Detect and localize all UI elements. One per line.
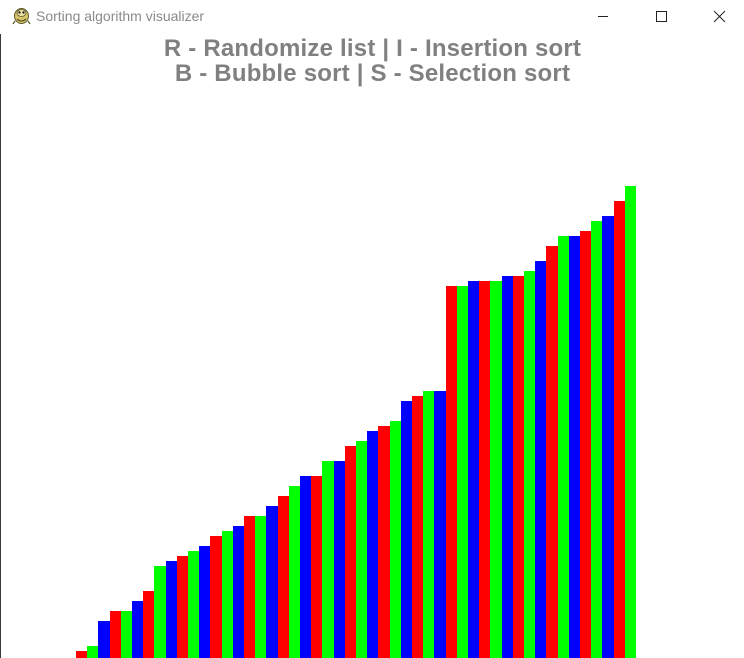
instructions-line-2: B - Bubble sort | S - Selection sort [174, 60, 571, 87]
bar-29 [401, 401, 412, 658]
bar-8 [166, 561, 177, 658]
bar-16 [255, 516, 266, 658]
bar-46 [591, 221, 602, 658]
bar-6 [143, 591, 154, 658]
bar-37 [490, 281, 502, 658]
bar-27 [378, 426, 390, 658]
bar-34 [457, 286, 468, 658]
minimize-icon [598, 16, 608, 17]
window-border [0, 0, 1, 658]
bar-14 [233, 526, 244, 658]
bar-3 [110, 611, 121, 658]
bar-19 [289, 486, 300, 658]
title-bar[interactable]: Sorting algorithm visualizer [0, 0, 744, 34]
bar-24 [345, 446, 356, 658]
bar-26 [367, 431, 378, 658]
bar-38 [502, 276, 513, 658]
bar-25 [356, 441, 367, 658]
bar-20 [300, 476, 311, 658]
bar-33 [446, 286, 457, 658]
bar-0 [76, 651, 87, 658]
bar-17 [266, 506, 278, 658]
maximize-icon [656, 11, 667, 22]
bar-10 [188, 551, 199, 658]
bar-18 [278, 496, 289, 658]
bar-28 [390, 421, 401, 658]
bar-1 [87, 646, 98, 658]
bar-35 [468, 281, 479, 658]
window-title: Sorting algorithm visualizer [36, 8, 205, 24]
minimize-button[interactable] [580, 0, 626, 32]
maximize-button[interactable] [638, 0, 684, 32]
bar-15 [244, 516, 255, 658]
bar-47 [602, 216, 614, 658]
instructions-line-1: R - Randomize list | I - Insertion sort [163, 35, 582, 62]
bar-48 [614, 201, 625, 658]
bar-44 [569, 236, 580, 658]
bar-21 [311, 476, 322, 658]
bar-2 [98, 621, 110, 658]
bar-23 [334, 461, 345, 658]
bar-36 [479, 281, 490, 658]
bar-31 [423, 391, 434, 658]
bar-49 [625, 186, 636, 658]
bar-30 [412, 396, 423, 658]
bar-5 [132, 601, 143, 658]
bar-45 [580, 231, 591, 658]
close-button[interactable] [696, 0, 742, 32]
bar-43 [558, 236, 569, 658]
bar-7 [154, 566, 166, 658]
pygame-canvas[interactable]: R - Randomize list | I - Insertion sort … [1, 34, 744, 658]
bar-22 [322, 461, 334, 658]
bar-41 [535, 261, 546, 658]
bar-chart [76, 186, 636, 658]
bar-4 [121, 611, 132, 658]
pygame-snake-icon [12, 6, 31, 25]
bar-40 [524, 271, 535, 658]
bar-42 [546, 246, 558, 658]
bar-39 [513, 276, 524, 658]
close-icon [713, 10, 726, 23]
bar-13 [222, 531, 233, 658]
bar-9 [177, 556, 188, 658]
bar-32 [434, 391, 446, 658]
bar-12 [210, 536, 222, 658]
bar-11 [199, 546, 210, 658]
